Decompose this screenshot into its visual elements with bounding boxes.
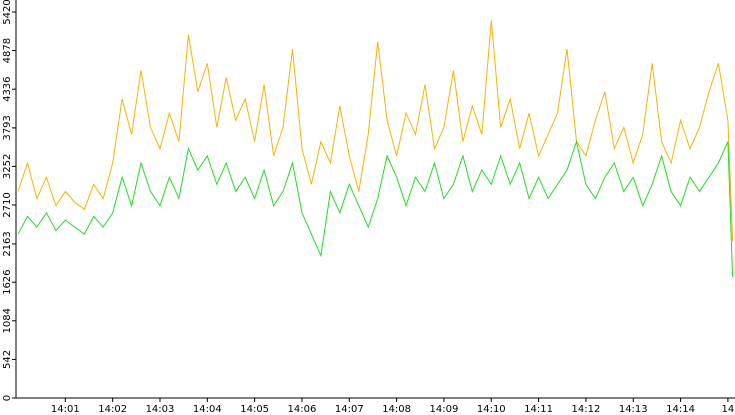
y-tick-label: 4336 bbox=[2, 76, 13, 101]
x-tick-label: 14:07 bbox=[335, 404, 364, 415]
x-tick-label: 14:12 bbox=[572, 404, 601, 415]
y-tick-label: 0 bbox=[2, 395, 13, 401]
y-tick-label: 3793 bbox=[2, 115, 13, 140]
x-tick-label: 14:10 bbox=[477, 404, 506, 415]
y-tick-label: 542 bbox=[2, 350, 13, 369]
y-tick-label: 2710 bbox=[2, 192, 13, 217]
x-tick-label: 14:05 bbox=[240, 404, 269, 415]
y-tick-label: 1626 bbox=[2, 269, 13, 294]
x-tick-label: 14:06 bbox=[288, 404, 317, 415]
x-tick-label: 14:09 bbox=[430, 404, 459, 415]
x-tick-label: 14:01 bbox=[51, 404, 80, 415]
series-line bbox=[17, 139, 734, 277]
series-line bbox=[17, 20, 734, 242]
x-tick-label: 14:04 bbox=[193, 404, 222, 415]
x-tick-label: 14:11 bbox=[524, 404, 553, 415]
y-tick-label: 2163 bbox=[2, 231, 13, 256]
x-tick-label: 14:03 bbox=[146, 404, 175, 415]
y-tick-label: 5420 bbox=[2, 0, 13, 25]
x-tick-label: 14:08 bbox=[382, 404, 411, 415]
y-tick-label: 3252 bbox=[2, 154, 13, 179]
x-tick-label: 14:13 bbox=[619, 404, 648, 415]
x-tick-label: 14 bbox=[722, 404, 735, 415]
x-tick-label: 14:02 bbox=[98, 404, 127, 415]
x-tick-label: 14:14 bbox=[666, 404, 695, 415]
y-tick-label: 4878 bbox=[2, 38, 13, 63]
y-tick-label: 1084 bbox=[2, 308, 13, 333]
